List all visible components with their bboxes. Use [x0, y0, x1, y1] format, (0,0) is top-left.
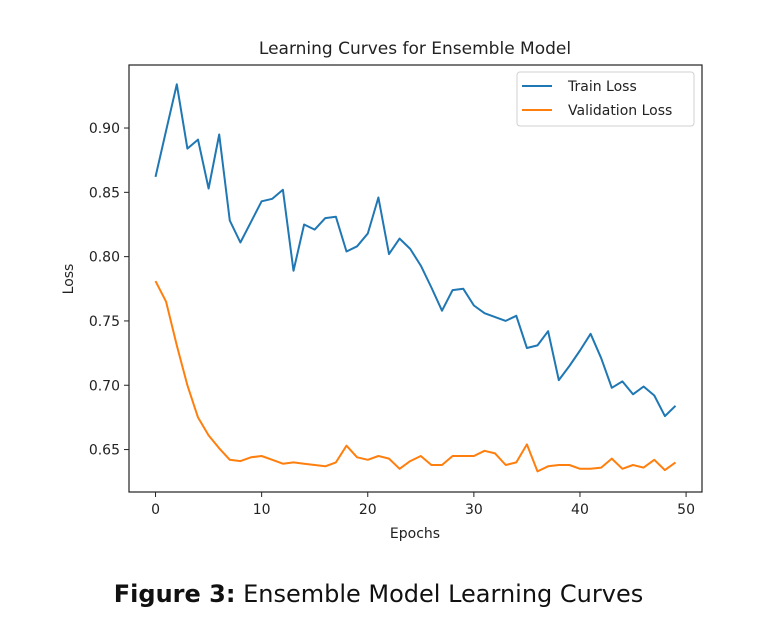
series-lines: [154, 83, 677, 473]
series-line-validation-loss: [154, 280, 677, 473]
learning-curves-chart: Learning Curves for Ensemble Model 0 10 20…: [61, 39, 703, 542]
x-axis-label: Epochs: [390, 526, 440, 542]
x-tick-label: 0: [151, 502, 160, 518]
legend-box: [516, 71, 695, 127]
y-axis-label: Loss: [61, 264, 77, 295]
figure-caption: Figure 3: Ensemble Model Learning Curves: [0, 580, 757, 608]
x-tick-label: 10: [253, 502, 271, 518]
x-tick-label: 40: [571, 502, 589, 518]
y-tick-label: 0.90: [89, 121, 120, 137]
y-tick-label: 0.85: [89, 185, 120, 201]
y-tick-label: 0.80: [89, 250, 120, 266]
y-axis: 0.65 0.70 0.75 0.80 0.85 0.90: [89, 121, 129, 459]
x-tick-label: 50: [677, 502, 695, 518]
series-line-train-loss: [154, 83, 677, 418]
x-axis: 0 10 20 30 40 50: [151, 492, 695, 518]
y-tick-label: 0.75: [89, 314, 120, 330]
y-tick-label: 0.70: [89, 378, 120, 394]
x-tick-label: 30: [465, 502, 483, 518]
chart-title: Learning Curves for Ensemble Model: [259, 39, 571, 59]
x-tick-label: 20: [359, 502, 377, 518]
figure-caption-text: Ensemble Model Learning Curves: [243, 580, 644, 608]
legend-label-validation-loss: Validation Loss: [568, 103, 672, 119]
plot-frame: [128, 64, 703, 493]
legend: Train Loss Validation Loss: [516, 71, 695, 127]
legend-label-train-loss: Train Loss: [567, 79, 637, 95]
figure-caption-label: Figure 3:: [113, 580, 236, 608]
y-tick-label: 0.65: [89, 443, 120, 459]
